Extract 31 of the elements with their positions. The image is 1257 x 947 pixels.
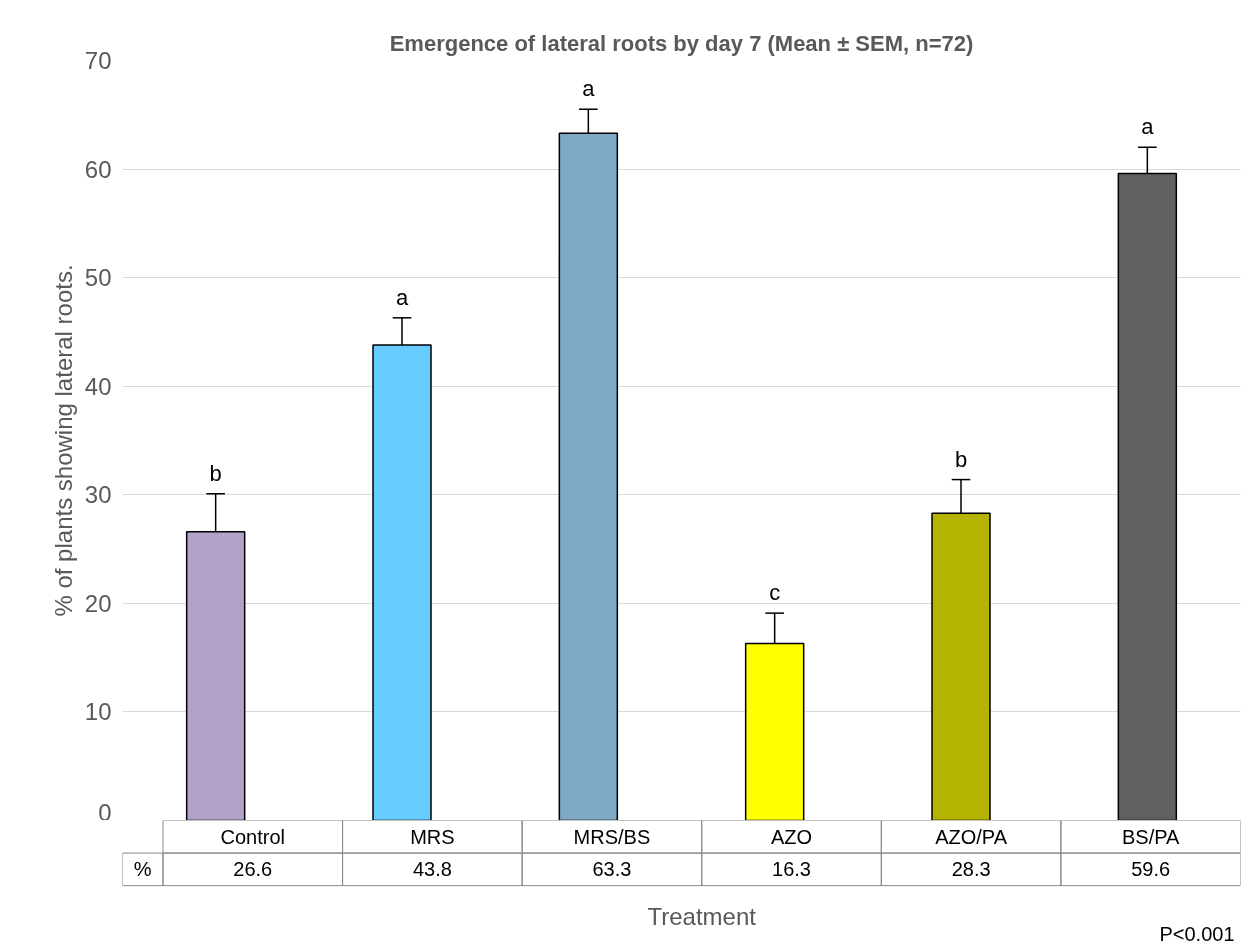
text: P<0.001 — [1159, 923, 1235, 946]
data-label: 63.3 — [592, 858, 632, 881]
x-tick-label: MRS — [410, 825, 455, 848]
y-tick-label: 20 — [84, 589, 112, 617]
text: % — [133, 858, 152, 881]
data-label: 16.3 — [772, 858, 812, 881]
annotation: b — [954, 446, 968, 472]
annotation: a — [395, 284, 409, 310]
x-axis-title: Treatment — [647, 903, 757, 931]
y-tick-label: 30 — [84, 481, 112, 509]
data-label: 28.3 — [951, 858, 991, 881]
chart-title: Emergence of lateral roots by day 7 (Mean ± SEM, n=72) — [389, 30, 974, 56]
x-tick-label: BS/PA — [1121, 825, 1181, 848]
y-axis-title: % of plants showing lateral roots. — [49, 264, 77, 617]
annotation: b — [209, 460, 222, 486]
x-tick-label: AZO/PA — [935, 825, 1008, 848]
annotation: c — [769, 580, 781, 606]
data-label: 59.6 — [1131, 858, 1171, 881]
y-tick-label: 0 — [98, 798, 112, 826]
annotation: a — [1141, 114, 1155, 140]
data-label: 43.8 — [412, 858, 452, 881]
x-tick-label: AZO — [770, 825, 813, 848]
annotation: a — [582, 76, 596, 102]
x-tick-label: MRS/BS — [573, 825, 651, 848]
data-label: 26.6 — [233, 858, 273, 881]
y-tick-label: 60 — [84, 155, 112, 183]
y-tick-label: 40 — [84, 372, 112, 400]
y-tick-label: 10 — [84, 698, 112, 726]
y-tick-label: 70 — [84, 47, 112, 74]
y-tick-label: 50 — [84, 264, 112, 292]
x-tick-label: Control — [220, 825, 286, 848]
